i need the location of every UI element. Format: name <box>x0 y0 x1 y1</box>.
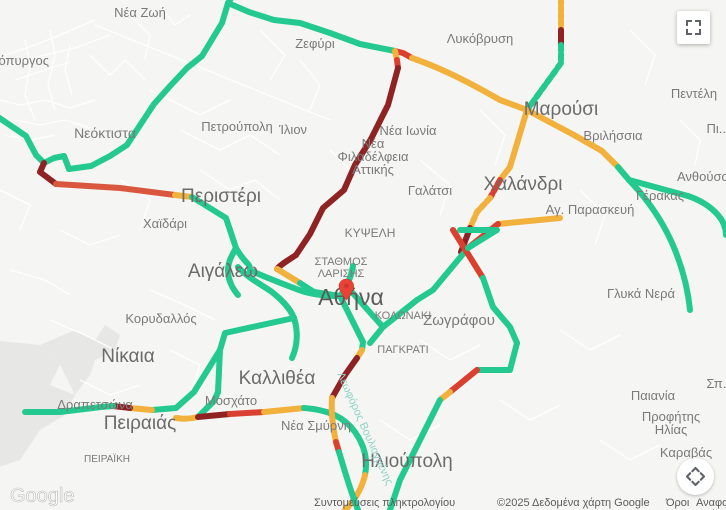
svg-text:Γαλάτσι: Γαλάτσι <box>408 183 452 198</box>
svg-text:Νεόκτιστα: Νεόκτιστα <box>74 125 136 141</box>
svg-text:Χαϊδάρι: Χαϊδάρι <box>143 216 187 231</box>
svg-text:Νέα Σμύρνη: Νέα Σμύρνη <box>281 418 351 433</box>
svg-text:Καλλιθέα: Καλλιθέα <box>239 368 316 389</box>
svg-text:Χαλάνδρι: Χαλάνδρι <box>484 174 563 195</box>
svg-text:Αιγάλεω: Αιγάλεω <box>188 261 258 282</box>
svg-text:Ανθούσα: Ανθούσα <box>677 169 726 184</box>
svg-text:ΠΑΓΚΡΑΤΙ: ΠΑΓΚΡΑΤΙ <box>377 344 429 356</box>
svg-text:Πι...: Πι... <box>706 121 726 136</box>
svg-text:ΠΕΙΡΑΪΚΗ: ΠΕΙΡΑΪΚΗ <box>84 453 130 465</box>
svg-text:Ζεφύρι: Ζεφύρι <box>295 36 335 51</box>
svg-text:Σπ...: Σπ... <box>706 376 726 391</box>
svg-text:Πειραιάς: Πειραιάς <box>104 413 177 434</box>
svg-text:Ηλίας: Ηλίας <box>655 422 688 437</box>
svg-text:Περιστέρι: Περιστέρι <box>181 186 261 207</box>
svg-text:Λυκόβρυση: Λυκόβρυση <box>447 31 514 46</box>
svg-text:Νέα Ζωή: Νέα Ζωή <box>114 5 166 20</box>
svg-text:Κορυδαλλός: Κορυδαλλός <box>125 311 196 326</box>
svg-text:Μοσχάτο: Μοσχάτο <box>205 393 257 408</box>
svg-text:ΣΤΑΘΜΟΣ: ΣΤΑΘΜΟΣ <box>315 256 368 268</box>
svg-text:ΛΑΡΙΣΗΣ: ΛΑΡΙΣΗΣ <box>318 268 365 280</box>
svg-text:Δραπετσώνα: Δραπετσώνα <box>57 397 133 412</box>
svg-text:Αττικής: Αττικής <box>352 162 394 177</box>
svg-text:ΚΥΨΕΛΗ: ΚΥΨΕΛΗ <box>345 226 396 240</box>
svg-text:ρόπυργος: ρόπυργος <box>0 53 49 68</box>
svg-text:Πεντέλη: Πεντέλη <box>671 86 717 101</box>
svg-text:Γλυκά Νερά: Γλυκά Νερά <box>607 286 676 301</box>
svg-text:Ζωγράφου: Ζωγράφου <box>423 312 495 329</box>
svg-text:Νίκαια: Νίκαια <box>101 346 154 367</box>
svg-text:Βριλήσσια: Βριλήσσια <box>583 128 643 143</box>
svg-text:Μαρούσι: Μαρούσι <box>524 99 599 120</box>
svg-text:Παιανία: Παιανία <box>631 388 676 403</box>
svg-text:Αγ. Παρασκευή: Αγ. Παρασκευή <box>546 202 635 217</box>
svg-text:Γέρακας: Γέρακας <box>636 188 684 203</box>
svg-text:Νέα Ιωνία: Νέα Ιωνία <box>380 123 437 138</box>
svg-text:Πετρούπολη: Πετρούπολη <box>201 119 273 134</box>
svg-text:Ίλιον: Ίλιον <box>278 122 307 137</box>
